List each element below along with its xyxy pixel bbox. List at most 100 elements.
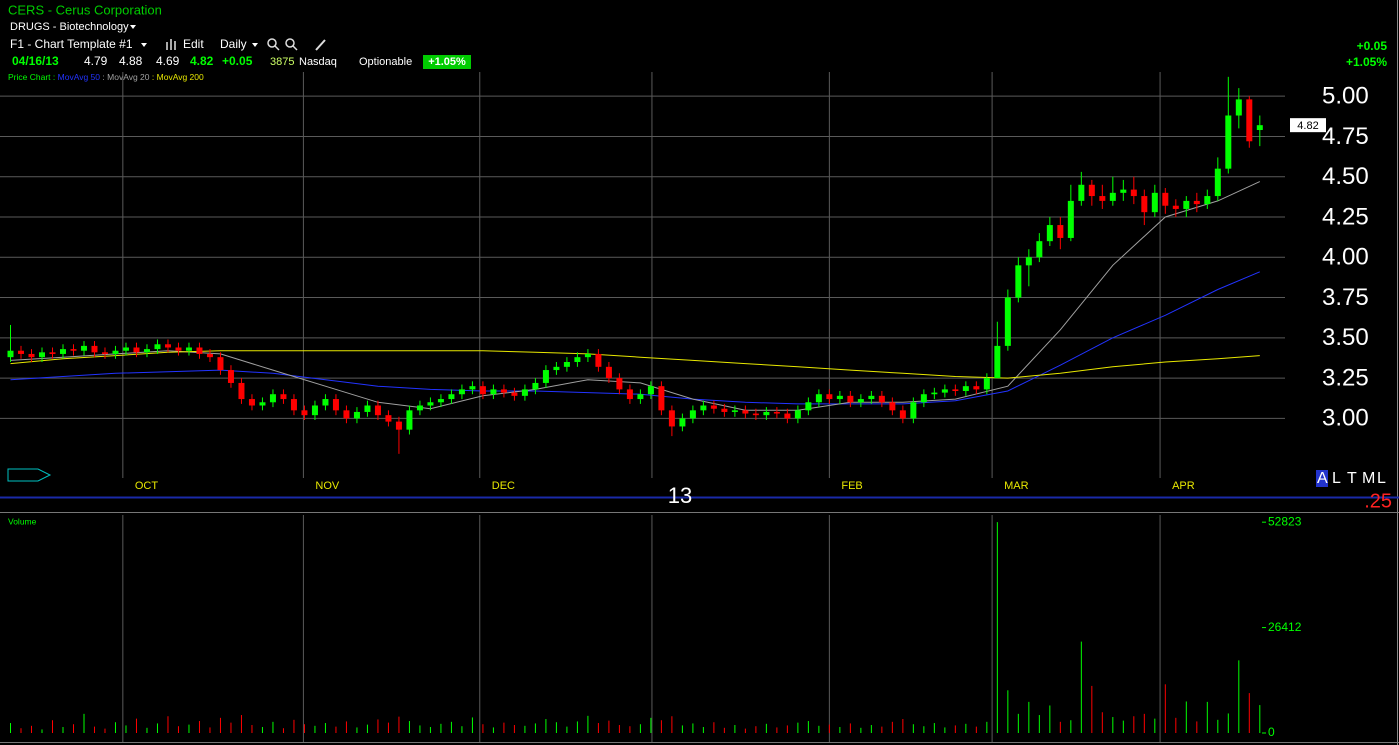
candle-body [1151, 192, 1158, 213]
candle-body [763, 411, 770, 416]
candle-body [742, 410, 749, 414]
candle-body [626, 389, 633, 400]
scale-button[interactable]: A [1317, 470, 1328, 487]
candle-body [605, 366, 612, 379]
candle-body [301, 410, 308, 416]
candle-body [1172, 205, 1179, 209]
y-tick-label: 3.00 [1322, 405, 1369, 432]
scale-button[interactable]: L [1332, 470, 1341, 487]
candle-body [563, 362, 570, 367]
candle-body [59, 349, 66, 354]
change-badge [423, 55, 471, 69]
candle-body [1015, 265, 1022, 298]
scale-button[interactable]: L [1377, 470, 1386, 487]
candle-body [721, 408, 728, 412]
candle-body [364, 405, 371, 412]
candle-body [80, 345, 87, 351]
legend-sep: : [102, 72, 104, 82]
candle-body [647, 386, 654, 395]
candle-body [311, 405, 318, 416]
candle-body [889, 402, 896, 411]
candle-body [395, 421, 402, 430]
dropdown-arrow[interactable] [252, 43, 258, 47]
candle-body [700, 405, 707, 411]
candle-body [1246, 99, 1253, 142]
candle-body [794, 410, 801, 419]
candle-body [406, 410, 413, 430]
candle-body [805, 402, 812, 411]
y-tick-label: 26412 [1268, 620, 1302, 634]
draw-icon[interactable] [315, 39, 326, 51]
candle-body [269, 394, 276, 403]
x-tick-label: OCT [135, 480, 159, 492]
last-price-tag [1290, 118, 1326, 133]
scale-button[interactable]: T [1347, 470, 1357, 487]
candle-body [899, 410, 906, 419]
quote-volume: 3875 [270, 56, 294, 68]
candle-body [920, 394, 927, 403]
candle-body [616, 378, 623, 390]
x-tick-label: DEC [492, 480, 515, 492]
candle-body [248, 399, 255, 406]
candle-body [101, 352, 108, 354]
candle-body [1067, 200, 1074, 238]
dropdown-arrow[interactable] [130, 25, 136, 29]
candle-body [574, 357, 581, 362]
y-tick-label: 3.75 [1322, 284, 1369, 311]
y-tick-label: 3.50 [1322, 324, 1369, 351]
scroll-handle[interactable] [7, 468, 52, 482]
candle-body [847, 395, 854, 403]
right-change-pct: +1.05% [1346, 55, 1387, 69]
scale-button-active[interactable] [1316, 470, 1328, 487]
candle-body [1099, 196, 1106, 201]
candle-body [878, 395, 885, 403]
x-tick-label: NOV [315, 480, 340, 492]
legend-ma200: MovAvg 200 [157, 72, 204, 82]
candle-body [353, 411, 360, 419]
y-tick-label: 52823 [1268, 514, 1302, 528]
y-tick-label: 4.00 [1322, 244, 1369, 271]
candle-body [584, 353, 591, 358]
industry[interactable]: DRUGS - Biotechnology [10, 21, 129, 33]
candle-body [469, 386, 476, 390]
template-menu[interactable]: F1 - Chart Template #1 [10, 37, 133, 51]
zoom-out-icon[interactable] [285, 38, 298, 51]
candle-body [185, 347, 192, 351]
candle-body [238, 382, 245, 400]
candle-body [511, 392, 518, 396]
candle-body [70, 349, 77, 351]
zoom-in-icon[interactable] [267, 38, 280, 51]
candle-body [437, 399, 444, 403]
candle-body [1088, 184, 1095, 197]
period-menu[interactable]: Daily [220, 37, 247, 51]
candle-body [1162, 192, 1169, 206]
candle-body [17, 350, 24, 354]
candle-body [448, 394, 455, 400]
scale-button[interactable]: M [1362, 470, 1375, 487]
bars-icon[interactable] [166, 39, 176, 50]
dropdown-arrow[interactable] [141, 43, 147, 47]
candle-body [1225, 115, 1232, 169]
candle-body [479, 386, 486, 395]
candle-body [868, 395, 875, 400]
candle-body [941, 389, 948, 393]
edit-button[interactable]: Edit [183, 37, 204, 51]
candle-body [385, 415, 392, 422]
candle-body [427, 402, 434, 406]
candle-body [143, 349, 150, 353]
candle-body [521, 389, 528, 396]
candle-body [1183, 200, 1190, 209]
quote-last: 4.82 [190, 54, 214, 68]
candle-body [175, 347, 182, 351]
candle-body [343, 410, 350, 419]
candle-body [332, 399, 339, 411]
candle-body [217, 357, 224, 371]
candle-body [731, 410, 738, 412]
x-tick-label: 13 [668, 483, 692, 508]
candle-body [196, 347, 203, 354]
candle-body [1078, 184, 1085, 201]
moving-average-line [10, 350, 1260, 379]
candle-body [1193, 200, 1200, 205]
